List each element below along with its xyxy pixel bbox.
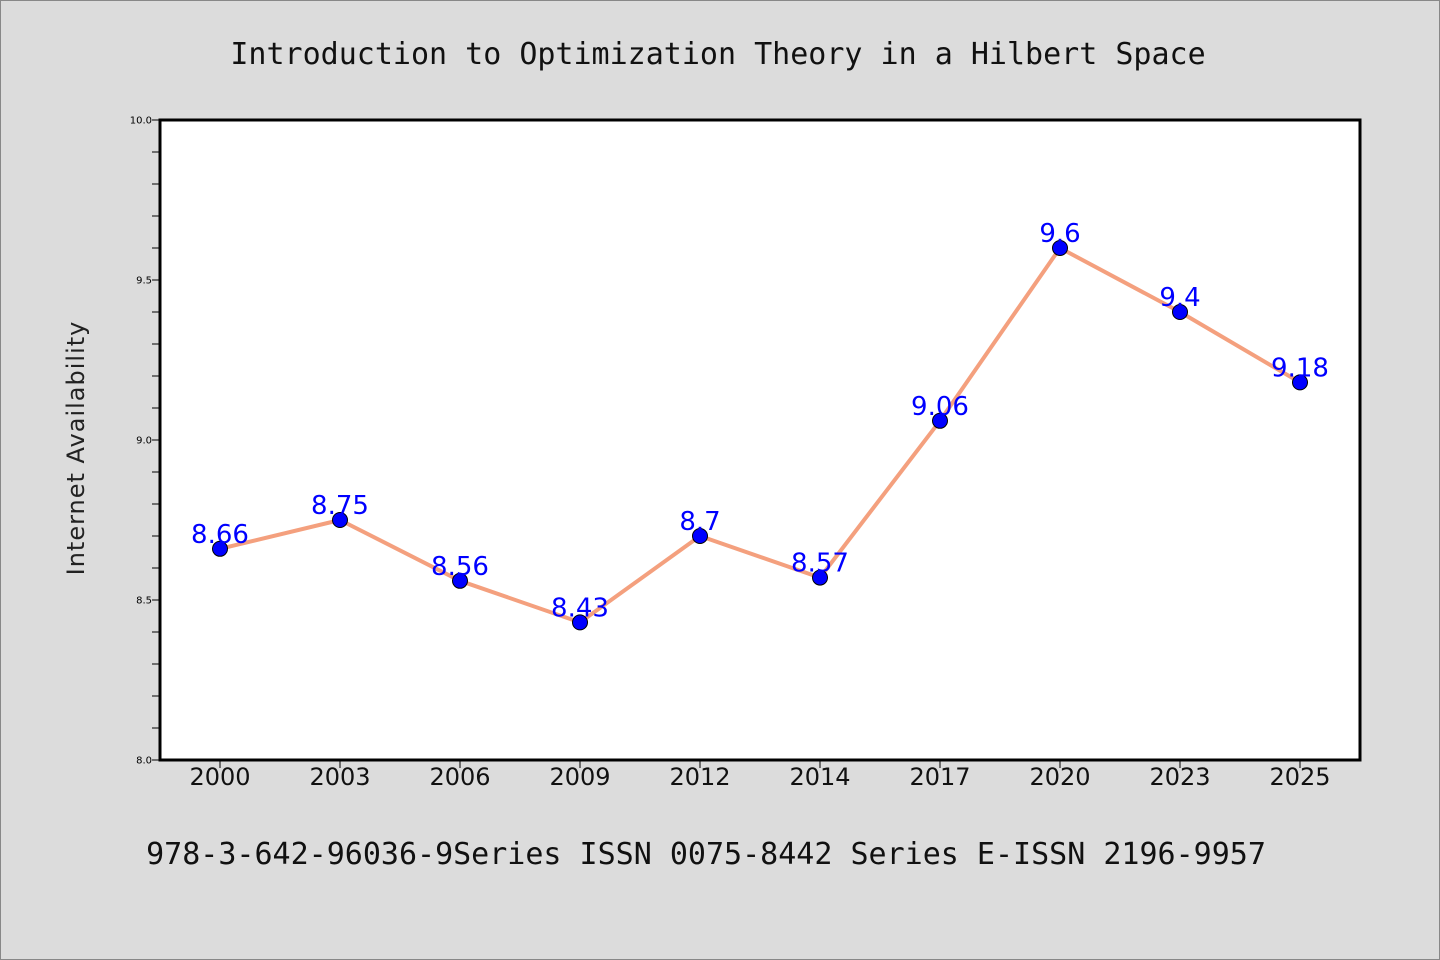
x-tick-label: 2020 — [1029, 763, 1090, 791]
x-tick-label: 2014 — [789, 763, 850, 791]
data-label: 8.75 — [311, 491, 369, 521]
data-point — [1172, 304, 1188, 320]
x-tick-label: 2012 — [669, 763, 730, 791]
y-tick-label: 10.0 — [130, 116, 152, 127]
data-label: 9.6 — [1039, 219, 1080, 249]
data-label: 8.43 — [551, 593, 609, 623]
data-label: 8.56 — [431, 552, 489, 582]
data-label: 8.7 — [679, 507, 720, 537]
x-tick-label: 2025 — [1269, 763, 1330, 791]
y-axis-label: Internet Availability — [62, 321, 90, 576]
data-point — [572, 614, 588, 631]
footer-isbn-issn: 978-3-642-96036-9Series ISSN 0075-8442 S… — [146, 837, 1266, 872]
data-label: 9.18 — [1271, 353, 1329, 383]
y-tick-label: 9.0 — [136, 436, 152, 447]
data-label: 9.4 — [1159, 283, 1200, 313]
x-tick-label: 2003 — [309, 763, 370, 791]
y-tick-label: 9.5 — [136, 276, 152, 287]
series-line-layer — [218, 246, 1302, 625]
data-point — [812, 569, 828, 586]
x-tick-label: 2000 — [189, 763, 250, 791]
data-labels-layer: 8.66 8.75 8.56 8.43 8.7 8.57 9.06 9.6 9.4 9.18 — [191, 219, 1329, 623]
data-point — [1052, 240, 1068, 256]
data-point — [332, 512, 348, 528]
series-line — [218, 246, 1302, 625]
data-label: 8.66 — [191, 520, 249, 550]
axes: 8.0 8.5 9.0 9.5 10.0 2000 2003 2006 2009 2012 2014… — [130, 116, 1331, 792]
data-point — [932, 412, 948, 429]
data-point — [1292, 374, 1308, 391]
plot-area — [160, 120, 1360, 760]
x-tick-label: 2009 — [549, 763, 610, 791]
data-point — [452, 572, 468, 589]
data-point — [212, 540, 228, 557]
y-tick-label: 8.5 — [136, 596, 152, 607]
x-tick-label: 2017 — [909, 763, 970, 791]
data-label: 8.57 — [791, 549, 849, 579]
plot-frame — [158, 118, 1362, 762]
x-tick-label: 2023 — [1149, 763, 1210, 791]
data-point — [692, 528, 708, 544]
chart-title: Introduction to Optimization Theory in a… — [230, 37, 1205, 72]
y-tick-label: 8.0 — [136, 756, 152, 767]
markers-layer — [212, 240, 1308, 631]
data-label: 9.06 — [911, 392, 969, 422]
x-tick-label: 2006 — [429, 763, 490, 791]
